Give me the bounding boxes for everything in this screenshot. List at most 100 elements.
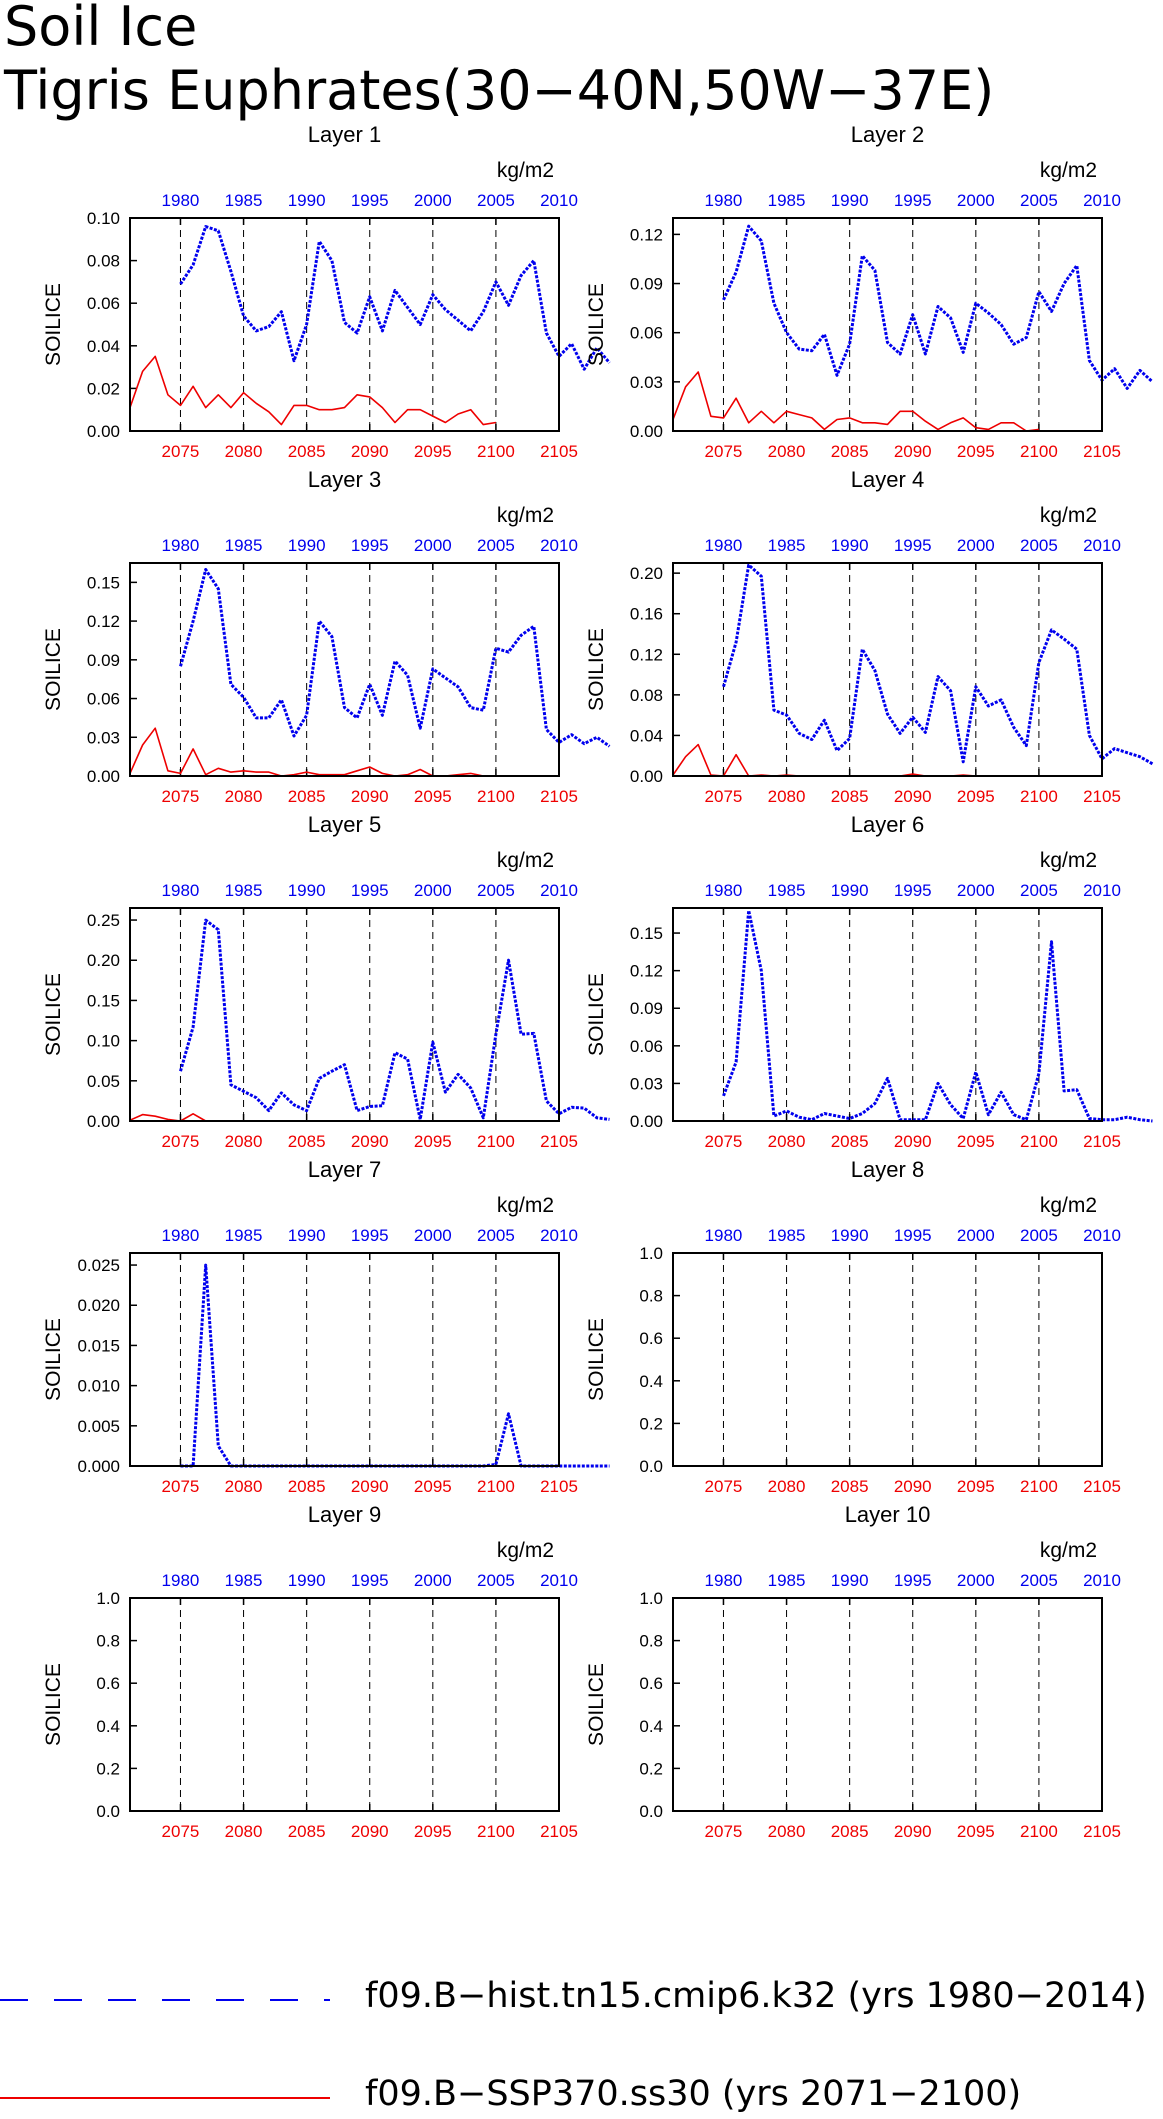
y-axis-label: SOILICE — [42, 283, 65, 366]
bottom-tick-label: 2085 — [288, 1132, 326, 1151]
top-tick-label: 1980 — [162, 881, 200, 900]
plot-frame — [129, 217, 560, 432]
y-axis-label: SOILICE — [585, 973, 608, 1056]
bottom-tick-label: 2090 — [351, 1822, 389, 1841]
y-tick-label: 0.00 — [87, 422, 120, 441]
top-tick-label: 1980 — [162, 1226, 200, 1245]
bottom-tick-label: 2090 — [894, 1822, 932, 1841]
top-tick-label: 2010 — [1083, 191, 1121, 210]
top-tick-label: 2005 — [1020, 881, 1058, 900]
bottom-tick-label: 2100 — [477, 1822, 515, 1841]
y-tick-label: 0.20 — [630, 564, 663, 583]
y-tick-label: 0.10 — [87, 209, 120, 228]
bottom-tick-label: 2105 — [540, 787, 578, 806]
bottom-tick-label: 2090 — [894, 1132, 932, 1151]
y-tick-label: 0.2 — [639, 1759, 663, 1778]
bottom-tick-label: 2090 — [894, 1477, 932, 1496]
series-line-ssp — [129, 1113, 496, 1122]
chart-panel-4: Layer 4 kg/m2 SOILICE 0.00 0.04 0.08 0.12 0.16 0… — [585, 467, 1154, 806]
bottom-tick-label: 2105 — [1083, 787, 1121, 806]
y-tick-label: 0.06 — [630, 324, 663, 343]
bottom-tick-label: 2085 — [831, 787, 869, 806]
series-line-hist — [179, 918, 610, 1121]
top-tick-label: 1980 — [705, 1571, 743, 1590]
y-tick-label: 0.16 — [630, 605, 663, 624]
units-label: kg/m2 — [1040, 1194, 1097, 1217]
units-label: kg/m2 — [497, 849, 554, 872]
y-tick-label: 0.09 — [630, 999, 663, 1018]
top-tick-label: 1990 — [288, 1226, 326, 1245]
top-tick-label: 1990 — [288, 191, 326, 210]
bottom-tick-label: 2085 — [831, 1822, 869, 1841]
top-tick-label: 2000 — [414, 1571, 452, 1590]
chart-title: Layer 3 — [308, 467, 381, 492]
bottom-tick-label: 2095 — [414, 1822, 452, 1841]
bottom-tick-label: 2085 — [831, 1132, 869, 1151]
bottom-tick-label: 2095 — [957, 1477, 995, 1496]
bottom-tick-label: 2080 — [768, 1477, 806, 1496]
y-tick-label: 0.025 — [77, 1256, 120, 1275]
top-tick-label: 2010 — [540, 536, 578, 555]
top-tick-label: 2005 — [1020, 1226, 1058, 1245]
top-tick-label: 1980 — [162, 191, 200, 210]
chart-panel-9: Layer 9 kg/m2 SOILICE 0.0 0.2 0.4 0.6 0.8 1.0 207… — [42, 1502, 578, 1841]
top-tick-label: 1985 — [768, 191, 806, 210]
y-tick-label: 0.00 — [87, 767, 120, 786]
top-tick-label: 2000 — [414, 1226, 452, 1245]
units-label: kg/m2 — [1040, 504, 1097, 527]
units-label: kg/m2 — [1040, 849, 1097, 872]
series-line-hist — [722, 909, 1153, 1123]
top-tick-label: 2010 — [540, 1226, 578, 1245]
top-tick-label: 2010 — [1083, 536, 1121, 555]
bottom-tick-label: 2075 — [162, 787, 200, 806]
chart-panel-6: Layer 6 kg/m2 SOILICE 0.00 0.03 0.06 0.09 0.12 0… — [585, 812, 1153, 1151]
y-tick-label: 1.0 — [96, 1589, 120, 1608]
chart-panel-2: Layer 2 kg/m2 SOILICE 0.00 0.03 0.06 0.09 0.12 2… — [585, 122, 1154, 461]
y-tick-label: 0.03 — [87, 728, 120, 747]
title-line-1: Soil Ice — [4, 0, 198, 58]
y-tick-label: 0.8 — [639, 1632, 663, 1651]
top-tick-label: 2000 — [414, 191, 452, 210]
legend: f09.B−hist.tn15.cmip6.k32 (yrs 1980−2014… — [0, 1960, 1163, 2114]
legend-line-hist — [0, 1999, 330, 2001]
bottom-tick-label: 2085 — [288, 1477, 326, 1496]
bottom-tick-label: 2095 — [414, 1132, 452, 1151]
y-tick-label: 0.4 — [639, 1372, 663, 1391]
bottom-tick-label: 2090 — [351, 1477, 389, 1496]
top-tick-label: 2000 — [957, 191, 995, 210]
y-axis-label: SOILICE — [42, 973, 65, 1056]
bottom-tick-label: 2105 — [540, 1477, 578, 1496]
top-tick-label: 1985 — [225, 536, 263, 555]
top-tick-label: 2010 — [1083, 1571, 1121, 1590]
bottom-tick-label: 2105 — [1083, 442, 1121, 461]
top-tick-label: 2000 — [957, 881, 995, 900]
bottom-tick-label: 2075 — [705, 1132, 743, 1151]
chart-panel-5: Layer 5 kg/m2 SOILICE 0.00 0.05 0.10 0.15 0.20 0… — [42, 812, 610, 1151]
y-tick-label: 0.04 — [87, 337, 120, 356]
top-tick-label: 2000 — [957, 1226, 995, 1245]
y-tick-label: 0.8 — [639, 1287, 663, 1306]
plot-frame — [672, 217, 1103, 432]
y-tick-label: 0.12 — [87, 612, 120, 631]
top-tick-label: 2010 — [540, 1571, 578, 1590]
y-tick-label: 1.0 — [639, 1244, 663, 1263]
y-tick-label: 0.02 — [87, 379, 120, 398]
y-tick-label: 0.10 — [87, 1032, 120, 1051]
y-tick-label: 0.09 — [630, 275, 663, 294]
series-line-hist — [722, 224, 1154, 390]
bottom-tick-label: 2085 — [831, 442, 869, 461]
y-tick-label: 0.00 — [630, 767, 663, 786]
top-tick-label: 1980 — [705, 881, 743, 900]
y-tick-label: 0.00 — [630, 422, 663, 441]
top-tick-label: 1985 — [225, 1226, 263, 1245]
bottom-tick-label: 2080 — [225, 1477, 263, 1496]
charts-area: Layer 1 kg/m2 SOILICE 0.00 0.02 0.04 0.06 0.08 0… — [42, 122, 1154, 1841]
series-line-ssp — [129, 727, 496, 777]
series-line-ssp — [672, 371, 1040, 432]
top-tick-label: 1980 — [705, 536, 743, 555]
top-tick-label: 1985 — [225, 881, 263, 900]
units-label: kg/m2 — [497, 504, 554, 527]
y-tick-label: 0.015 — [77, 1336, 120, 1355]
chart-title: Layer 7 — [308, 1157, 381, 1182]
series-line-ssp — [672, 743, 1039, 777]
